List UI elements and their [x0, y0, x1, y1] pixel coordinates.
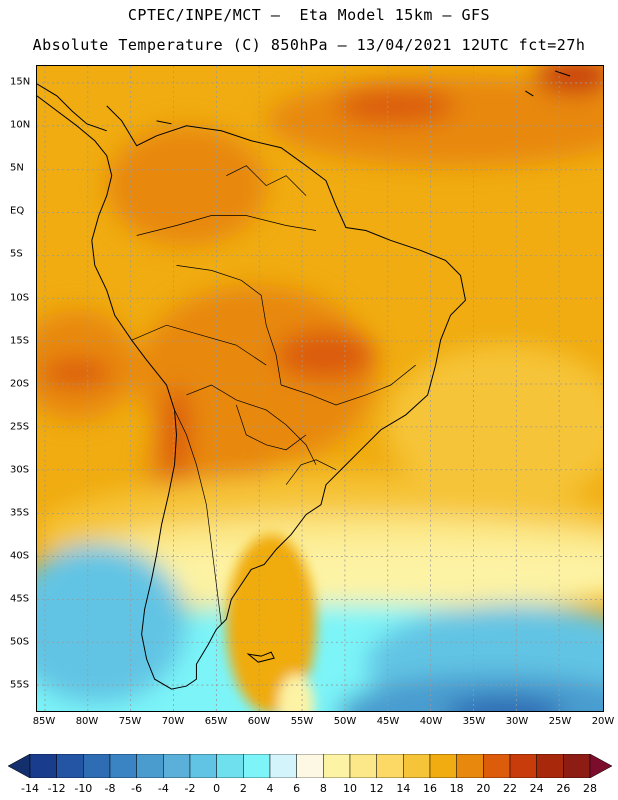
colorbar-tick-label: 0: [213, 782, 221, 795]
colorbar-swatch: [483, 754, 511, 778]
colorbar-swatch: [456, 754, 484, 778]
colorbar-tick-label: 10: [343, 782, 357, 795]
colorbar-tick-label: 12: [369, 782, 384, 795]
colorbar-tick-label: -6: [131, 782, 143, 795]
lat-label: 45S: [10, 593, 30, 605]
coastline-south-america: [37, 95, 467, 690]
lon-label: 25W: [548, 716, 572, 727]
lat-label: 55S: [10, 679, 30, 691]
colorbar-swatch: [109, 754, 137, 778]
lat-label: 30S: [10, 464, 30, 476]
lon-label: 65W: [204, 716, 228, 727]
colorbar-tick-label: 16: [423, 782, 437, 795]
colorbar-swatch: [83, 754, 111, 778]
colorbar-tick-label: -10: [74, 782, 93, 795]
colorbar-tick-label: 24: [529, 782, 544, 795]
colorbar-swatch: [323, 754, 351, 778]
colorbar-tick-label: -8: [104, 782, 116, 795]
colorbar-tick-label: 20: [476, 782, 491, 795]
lon-label: 30W: [505, 716, 529, 727]
field-hot-corner: [535, 66, 603, 94]
lon-label: 40W: [419, 716, 443, 727]
colorbar-tick-label: 28: [583, 782, 597, 795]
colorbar-swatch: [136, 754, 164, 778]
lat-label: 10S: [10, 292, 30, 303]
lat-label: 50S: [10, 636, 30, 648]
lat-label: 35S: [10, 507, 30, 519]
field-hot-brazil: [276, 330, 376, 381]
lon-label: 85W: [32, 716, 56, 727]
colorbar-swatch: [563, 754, 591, 778]
temperature-map: [36, 65, 604, 712]
colorbar-tick-label: 14: [396, 782, 411, 795]
colorbar-tick-label: 8: [319, 782, 327, 795]
lat-label: 15S: [10, 335, 30, 347]
map-title-line2: Absolute Temperature (C) 850hPa – 13/04/…: [32, 36, 586, 54]
colorbar-swatch: [29, 754, 57, 778]
colorbar-swatch: [429, 754, 457, 778]
lon-label: 80W: [75, 716, 99, 727]
colorbar-swatch: [509, 754, 537, 778]
field-hot-caribbean: [335, 87, 456, 124]
lon-label: 20W: [591, 716, 615, 727]
colorbar-swatch: [536, 754, 564, 778]
colorbar-tick-label: 6: [293, 782, 301, 795]
colorbar-swatch: [376, 754, 404, 778]
lat-label: 20S: [10, 378, 30, 390]
lon-label: 35W: [462, 716, 486, 727]
colorbar-tick-label: -14: [21, 782, 39, 795]
lat-label: EQ: [10, 205, 25, 217]
lat-label: 40S: [10, 550, 30, 562]
country-borders: [131, 165, 416, 625]
colorbar-tick-label: 18: [449, 782, 464, 795]
colorbar-swatch: [56, 754, 84, 778]
lon-label: 45W: [376, 716, 400, 727]
lat-label: 25S: [10, 421, 30, 433]
lon-label: 75W: [118, 716, 142, 727]
field-coldest: [446, 696, 565, 711]
colorbar: [8, 754, 612, 778]
coastline-malvinas: [246, 651, 275, 663]
colorbar-tick-label: 4: [266, 782, 274, 795]
lat-label: 15N: [10, 76, 31, 88]
map-title-line1: CPTEC/INPE/MCT – Eta Model 15km – GFS: [127, 6, 491, 24]
lon-label: 50W: [333, 716, 357, 727]
colorbar-overflow: [589, 754, 612, 778]
lon-label: 60W: [247, 716, 271, 727]
colorbar-swatch: [216, 754, 244, 778]
field-hot-pacific: [41, 359, 112, 388]
field-cool-atlantic: [385, 345, 603, 505]
lon-label: 55W: [290, 716, 314, 727]
field-warm-tongue: [226, 534, 317, 711]
colorbar-tick-label: -12: [47, 782, 66, 795]
colorbar-tick-label: 22: [503, 782, 517, 795]
colorbar-tick-label: -2: [184, 782, 196, 795]
colorbar-tick-label: -4: [157, 782, 169, 795]
lon-label: 70W: [161, 716, 185, 727]
coastline-central-america: [37, 83, 107, 132]
colorbar-swatch: [163, 754, 191, 778]
colorbar-swatch: [403, 754, 431, 778]
lat-label: 5N: [10, 162, 24, 174]
colorbar-tick-label: 2: [239, 782, 247, 795]
lat-label: 10N: [10, 119, 31, 131]
colorbar-swatch: [296, 754, 324, 778]
colorbar-swatch: [243, 754, 271, 778]
colorbar-underflow: [8, 754, 31, 778]
colorbar-swatch: [269, 754, 297, 778]
lat-label: 5S: [10, 248, 23, 260]
colorbar-swatch: [349, 754, 377, 778]
colorbar-tick-label: 26: [556, 782, 571, 795]
coastline-caribbean-islands: [156, 70, 571, 125]
field-warm-tongue-tip: [278, 674, 315, 711]
colorbar-swatch: [189, 754, 217, 778]
